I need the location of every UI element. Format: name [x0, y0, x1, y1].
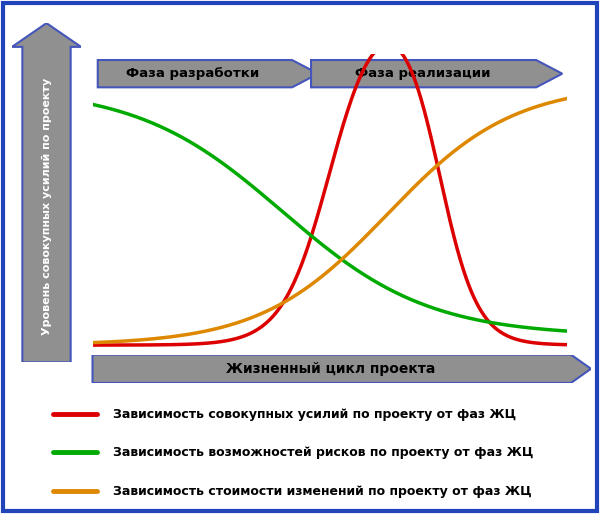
Text: Фаза реализации: Фаза реализации: [355, 67, 490, 80]
Text: Зависимость стоимости изменений по проекту от фаз ЖЦ: Зависимость стоимости изменений по проек…: [113, 485, 532, 498]
Text: Уровень совокупных усилий по проекту: Уровень совокупных усилий по проекту: [41, 78, 52, 335]
Text: Фаза разработки: Фаза разработки: [126, 67, 259, 80]
Text: Зависимость возможностей рисков по проекту от фаз ЖЦ: Зависимость возможностей рисков по проек…: [113, 446, 533, 458]
Polygon shape: [98, 60, 318, 87]
Polygon shape: [92, 355, 591, 383]
Polygon shape: [12, 23, 81, 362]
Text: Зависимость совокупных усилий по проекту от фаз ЖЦ: Зависимость совокупных усилий по проекту…: [113, 408, 516, 421]
Polygon shape: [311, 60, 562, 87]
Text: Жизненный цикл проекта: Жизненный цикл проекта: [226, 362, 435, 376]
